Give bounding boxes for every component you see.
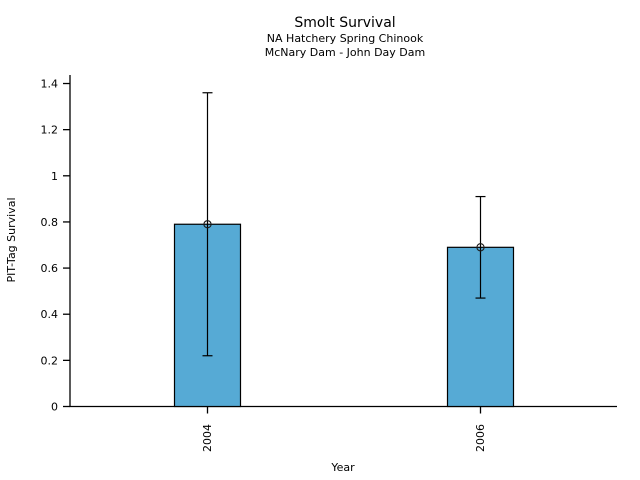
y-axis-title: PIT-Tag Survival bbox=[5, 197, 18, 282]
x-tick-label-2004: 2004 bbox=[201, 424, 214, 452]
y-tick-label: 1.4 bbox=[41, 78, 59, 91]
y-tick-label: 0 bbox=[51, 401, 58, 414]
plot-area: 0 0.2 0.4 0.6 0.8 1 1.2 1.4 2004 2006 bbox=[41, 75, 617, 452]
y-tick-label: 0.2 bbox=[41, 354, 59, 367]
y-tick-label: 0.4 bbox=[41, 308, 59, 321]
chart-title: Smolt Survival bbox=[294, 15, 395, 31]
y-tick-label: 0.6 bbox=[41, 262, 59, 275]
y-tick-label: 0.8 bbox=[41, 216, 59, 229]
y-tick-label: 1.2 bbox=[41, 124, 59, 137]
y-tick-label: 1 bbox=[51, 170, 58, 183]
chart-subtitle-line2: McNary Dam - John Day Dam bbox=[265, 46, 425, 59]
chart-subtitle-line1: NA Hatchery Spring Chinook bbox=[267, 32, 424, 45]
point-marker-2004 bbox=[203, 220, 212, 229]
point-marker-2006 bbox=[476, 243, 485, 252]
x-axis-title: Year bbox=[330, 461, 355, 474]
x-tick-label-2006: 2006 bbox=[474, 424, 487, 452]
